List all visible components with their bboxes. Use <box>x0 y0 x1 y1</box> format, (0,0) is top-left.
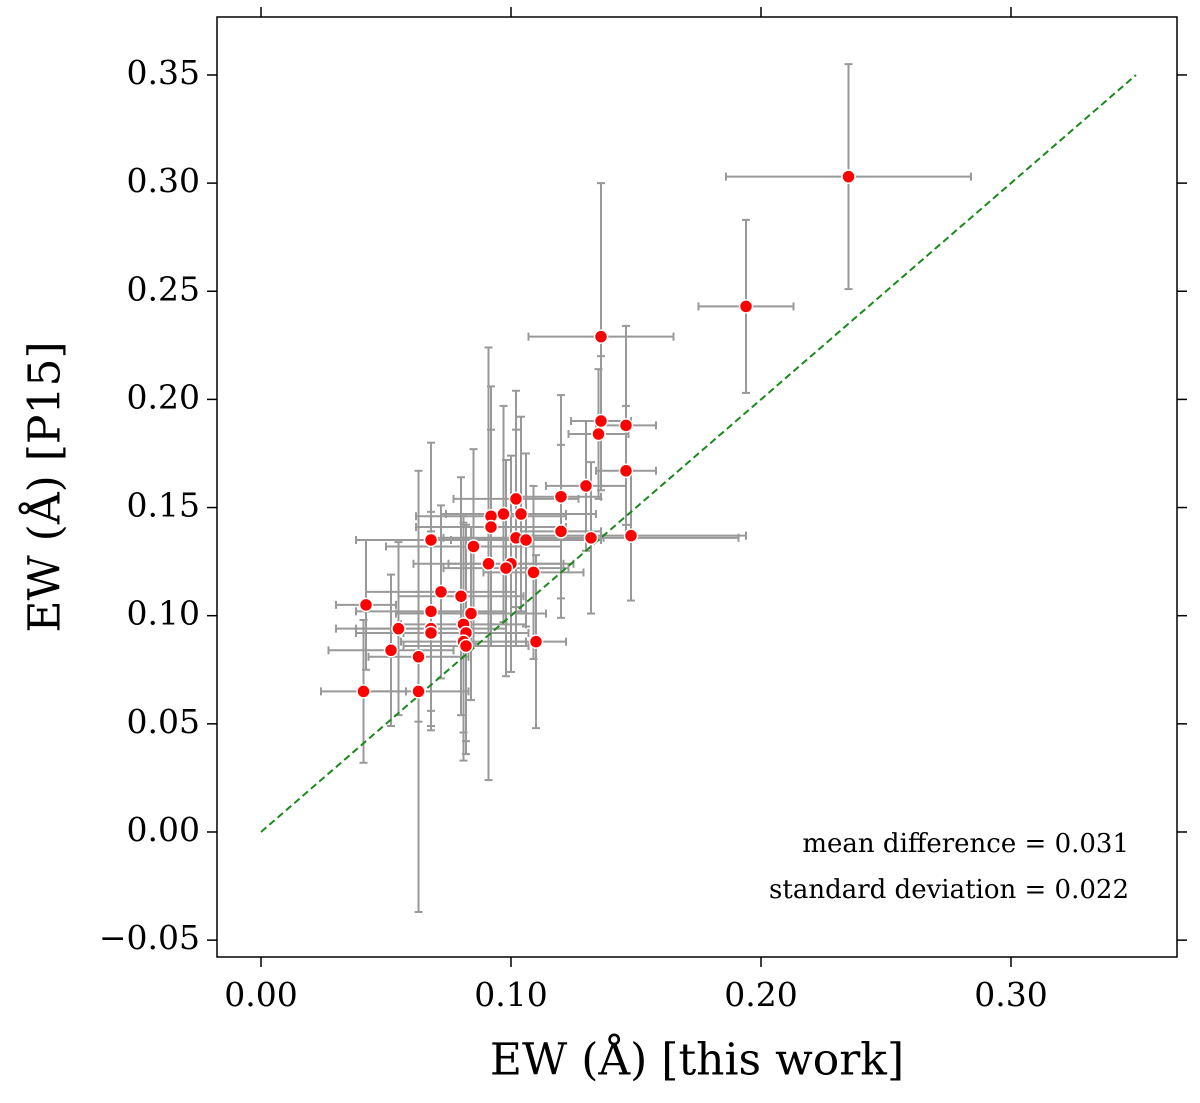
plot-frame <box>216 16 1178 958</box>
data-point <box>513 506 529 522</box>
data-point <box>738 299 754 314</box>
data-point <box>481 556 496 572</box>
data-point <box>553 524 569 539</box>
data-point <box>433 584 449 600</box>
data-point <box>411 649 426 665</box>
data-point <box>498 560 514 576</box>
data-point <box>463 606 479 621</box>
data-point <box>591 426 606 442</box>
reference-line <box>260 74 1137 833</box>
data-point <box>553 489 569 504</box>
data-point <box>423 604 439 619</box>
y-tick-label: 0.35 <box>127 53 200 92</box>
data-point <box>528 634 544 649</box>
data-point <box>578 478 594 494</box>
data-point <box>453 588 469 604</box>
data-point <box>423 532 439 548</box>
annotation: mean difference = 0.031 <box>802 829 1129 859</box>
x-tick-label: 0.20 <box>724 975 797 1014</box>
data-point <box>496 506 511 522</box>
y-tick-label: 0.15 <box>127 486 200 525</box>
y-tick-label: 0.00 <box>127 810 200 849</box>
data-point <box>458 638 474 654</box>
y-tick-label: 0.10 <box>127 594 200 633</box>
data-point <box>411 684 426 699</box>
data-point <box>483 519 499 535</box>
x-tick-label: 0.00 <box>224 975 297 1014</box>
y-tick-label: 0.30 <box>127 161 200 200</box>
data-point <box>593 413 609 429</box>
y-tick-label: 0.05 <box>127 702 200 741</box>
x-tick-label: 0.10 <box>474 975 547 1014</box>
annotation: standard deviation = 0.022 <box>769 875 1129 905</box>
data-point <box>423 625 439 641</box>
y-tick-label: 0.20 <box>127 377 200 416</box>
x-axis-label: EW (Å) [this work] <box>490 1033 904 1086</box>
data-point <box>383 643 399 658</box>
data-point <box>618 418 634 433</box>
data-point <box>593 329 609 344</box>
y-tick-label: −0.05 <box>99 918 200 957</box>
data-point <box>841 169 856 184</box>
data-point <box>618 463 634 479</box>
data-point <box>623 528 639 543</box>
x-tick-label: 0.30 <box>974 975 1047 1014</box>
data-point <box>391 621 406 636</box>
data-point <box>583 530 599 546</box>
data-point <box>518 532 534 548</box>
y-axis-label: EW (Å) [P15] <box>18 341 71 632</box>
data-point <box>526 565 541 580</box>
data-point <box>466 539 481 554</box>
data-point <box>358 597 374 613</box>
data-point <box>356 684 371 699</box>
data-point <box>508 491 524 507</box>
y-tick-label: 0.25 <box>127 269 200 308</box>
